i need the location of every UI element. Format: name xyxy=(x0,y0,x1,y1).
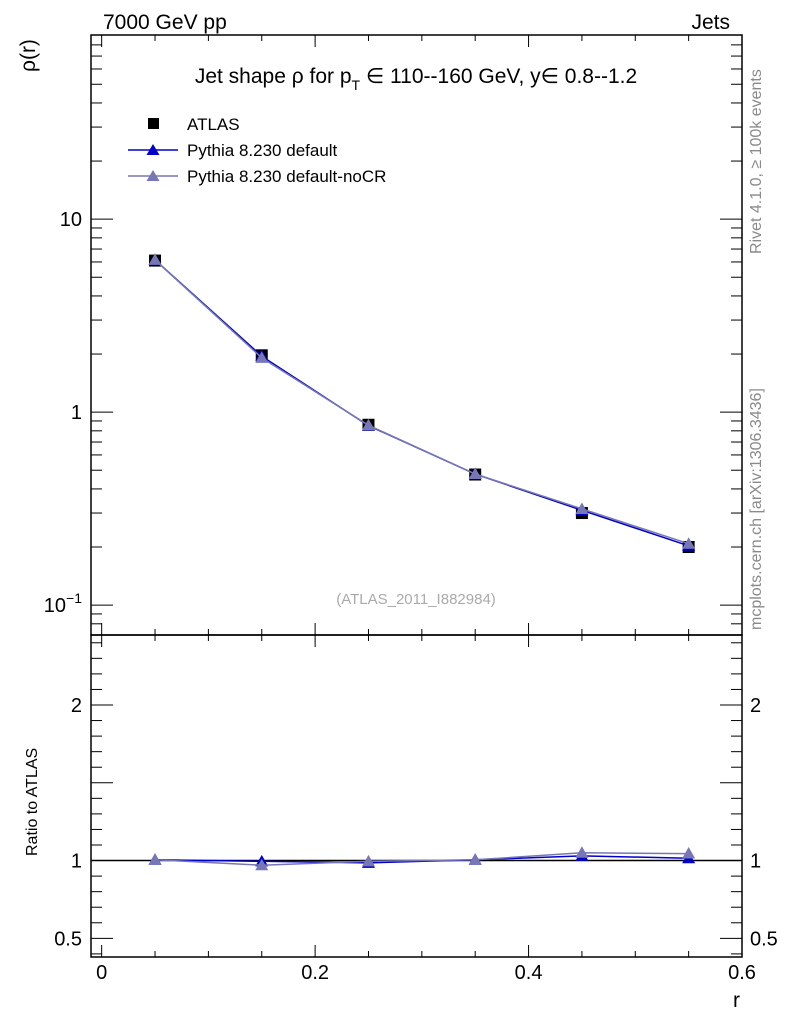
legend-label-pythia-nocr: Pythia 8.230 default-noCR xyxy=(187,167,386,186)
ratio-y-tick-label: 0.5 xyxy=(54,928,82,950)
ratio-axis-ticks xyxy=(91,635,743,957)
legend-entry-pythia-default: Pythia 8.230 default xyxy=(128,141,338,160)
ratio-y-tick-label-right: 2 xyxy=(750,695,761,717)
x-tick-label: 0.2 xyxy=(301,962,329,984)
y-tick-label: 10−1 xyxy=(44,590,82,617)
main-series-layer xyxy=(148,253,696,554)
main-y-axis-label: ρ(r) xyxy=(17,39,40,72)
legend: ATLAS Pythia 8.230 default Pythia 8.230 … xyxy=(128,115,386,186)
ratio-y-tick-label: 2 xyxy=(71,695,82,717)
legend-triangle-pythia-default xyxy=(146,144,160,155)
ratio-pythia-nocr-marker xyxy=(255,858,269,871)
ratio-y-tick-label-right: 1 xyxy=(750,851,761,873)
main-panel: 10 1 10−1 ρ(r) Jet shape ρ for pT ∈ 110--1… xyxy=(17,34,743,636)
ratio-y-tick-label-right: 0.5 xyxy=(750,928,778,950)
legend-square-marker xyxy=(148,118,159,129)
rivet-version-label: Rivet 4.1.0, ≥ 100k events xyxy=(748,69,765,254)
x-tick-label: 0 xyxy=(96,962,107,984)
category-label: Jets xyxy=(691,11,730,34)
ratio-y-tick-labels: 2 2 1 1 0.5 0.5 xyxy=(54,695,778,950)
pythia-nocr-line xyxy=(154,259,689,545)
y-tick-label: 10 xyxy=(60,209,82,231)
ratio-pythia-nocr-line xyxy=(154,852,689,866)
ratio-y-axis-label: Ratio to ATLAS xyxy=(24,748,41,856)
ratio-pythia-default-line xyxy=(154,855,689,864)
x-axis-label: r xyxy=(733,989,740,1012)
energy-label: 7000 GeV pp xyxy=(103,11,227,34)
ratio-panel-frame xyxy=(90,634,743,958)
pythia-nocr-marker xyxy=(682,537,696,549)
x-tick-label: 0.6 xyxy=(728,962,756,984)
legend-entry-atlas: ATLAS xyxy=(148,115,240,134)
ratio-pythia-nocr-marker xyxy=(361,854,375,867)
chart-title: Jet shape ρ for pT ∈ 110--160 GeV, y∈ 0.… xyxy=(195,65,637,93)
ratio-series-layer xyxy=(91,846,742,871)
pythia-nocr-marker xyxy=(575,502,589,514)
ratio-pythia-nocr-marker xyxy=(148,853,162,865)
legend-triangle-pythia-nocr xyxy=(146,170,160,181)
ratio-pythia-nocr-marker xyxy=(468,853,482,865)
pythia-nocr-marker xyxy=(148,253,162,265)
pythia-nocr-marker xyxy=(361,418,375,431)
legend-label-pythia-default: Pythia 8.230 default xyxy=(187,141,338,160)
analysis-watermark: (ATLAS_2011_I882984) xyxy=(336,591,496,608)
source-label: mcplots.cern.ch [arXiv:1306.3436] xyxy=(748,388,765,630)
legend-entry-pythia-nocr: Pythia 8.230 default-noCR xyxy=(128,167,386,186)
ratio-panel: 2 2 1 1 0.5 0.5 Ratio to ATLAS xyxy=(24,634,778,958)
pythia-nocr-marker xyxy=(468,467,482,479)
main-y-tick-labels: 10 1 10−1 xyxy=(44,209,82,617)
ratio-y-tick-label: 1 xyxy=(71,851,82,873)
pythia-nocr-marker xyxy=(255,351,269,363)
y-tick-label: 1 xyxy=(71,402,82,424)
pythia-default-line xyxy=(154,259,689,547)
x-tick-label: 0.4 xyxy=(515,962,543,984)
ratio-pythia-nocr-marker xyxy=(682,847,696,859)
legend-label-atlas: ATLAS xyxy=(187,115,240,134)
x-tick-labels: 0 0.2 0.4 0.6 xyxy=(96,962,756,984)
ratio-pythia-nocr-marker xyxy=(575,846,589,858)
main-axis-ticks xyxy=(91,34,743,636)
